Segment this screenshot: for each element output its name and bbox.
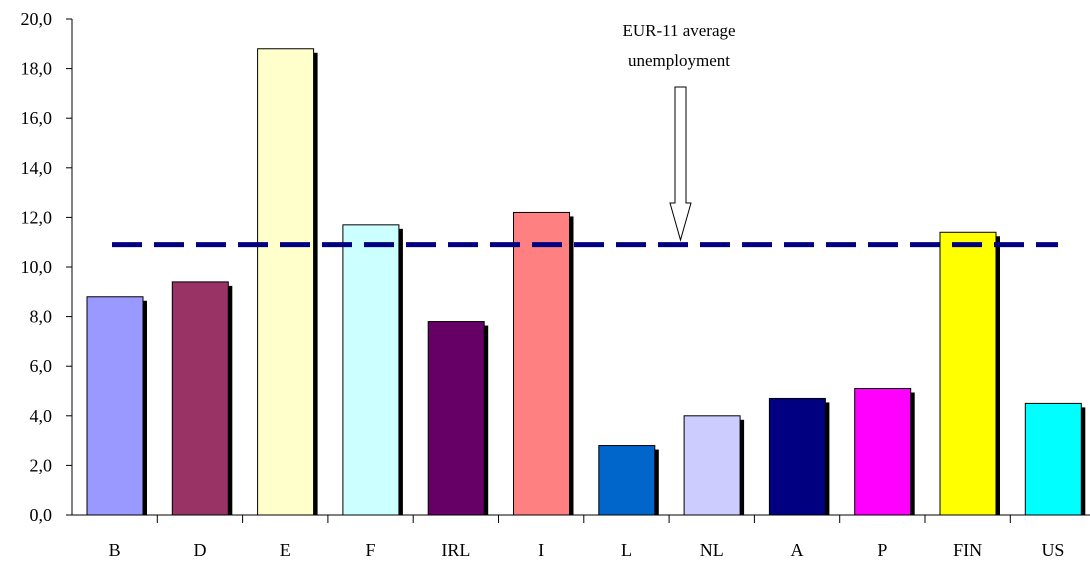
bar-irl <box>427 321 485 516</box>
x-tick-label: L <box>621 540 632 560</box>
bar-l <box>598 445 656 516</box>
y-tick-label: 18,0 <box>21 59 53 79</box>
x-tick-label: A <box>791 540 804 560</box>
y-tick-label: 6,0 <box>30 356 53 376</box>
x-tick-label: D <box>193 540 206 560</box>
bar-b <box>86 296 144 516</box>
y-tick-label: 12,0 <box>21 207 53 227</box>
bars <box>86 48 1086 516</box>
bar-us <box>1024 402 1082 516</box>
bar-fin <box>939 231 997 516</box>
bar-a <box>768 397 826 516</box>
x-tick-label: FIN <box>953 540 982 560</box>
annotation: EUR-11 average unemployment <box>622 21 736 242</box>
bar-i <box>513 211 570 516</box>
down-arrow-icon <box>669 86 692 242</box>
y-tick-label: 4,0 <box>30 406 53 426</box>
bar-nl <box>683 415 741 516</box>
bar-p <box>854 388 912 516</box>
y-tick-label: 2,0 <box>30 455 53 475</box>
y-tick-label: 0,0 <box>30 505 53 525</box>
x-tick-label: F <box>366 540 376 560</box>
annotation-line-1: EUR-11 average <box>622 21 735 40</box>
x-tick-label: US <box>1041 540 1064 560</box>
x-tick-label: B <box>109 540 121 560</box>
x-tick-label: E <box>280 540 291 560</box>
bar-e <box>257 48 315 516</box>
y-tick-label: 8,0 <box>30 307 53 327</box>
x-tick-label: P <box>877 540 887 560</box>
y-tick-label: 20,0 <box>21 9 53 29</box>
y-tick-label: 10,0 <box>21 257 53 277</box>
x-tick-label: NL <box>700 540 724 560</box>
bar-f <box>342 224 400 516</box>
x-tick-label: IRL <box>441 540 470 560</box>
y-tick-label: 14,0 <box>21 158 53 178</box>
y-tick-label: 16,0 <box>21 108 53 128</box>
annotation-line-2: unemployment <box>628 51 730 70</box>
bar-d <box>171 281 229 516</box>
axes: 0,0 2,0 4,0 6,0 8,0 10,0 12,0 14,0 16,0 18,0 20,0 B… <box>21 9 1090 560</box>
x-tick-label: I <box>538 540 544 560</box>
